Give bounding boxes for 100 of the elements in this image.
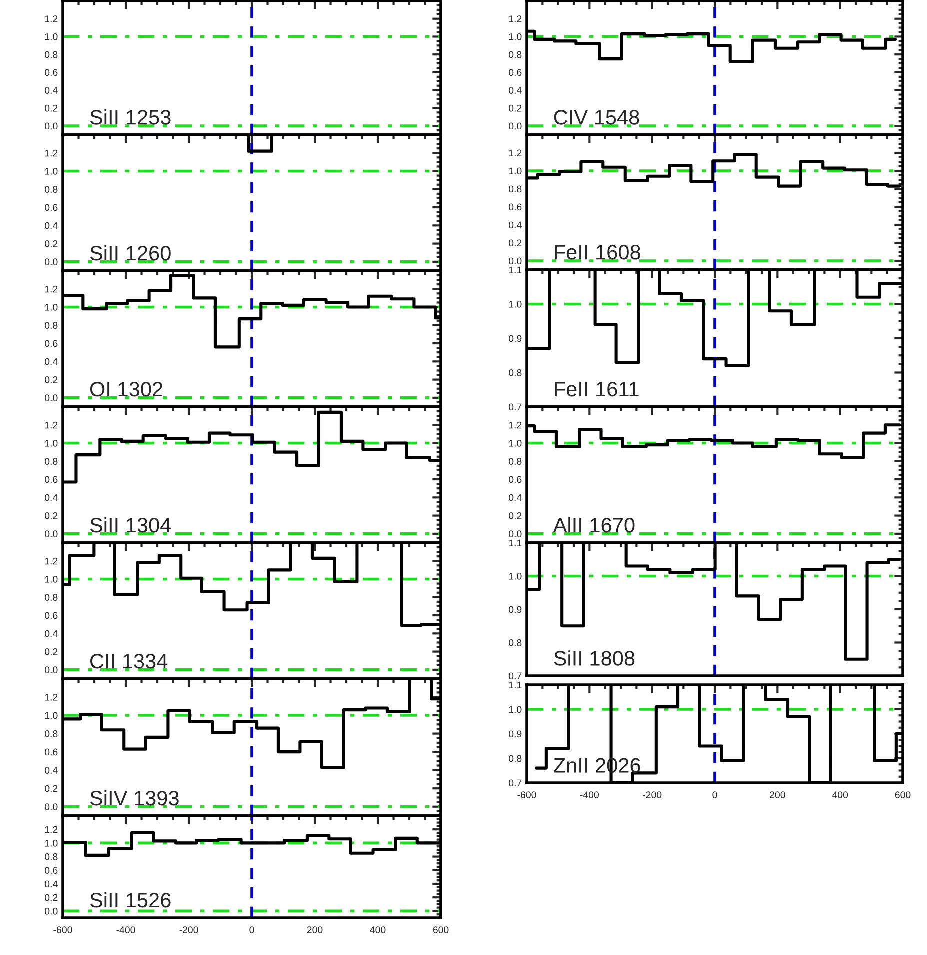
y-tick-label: 1.2	[45, 826, 58, 834]
y-tick-label: 1.0	[509, 440, 522, 447]
y-tick-label: 0.6	[509, 69, 522, 76]
y-tick-label: 0.8	[45, 458, 58, 466]
y-tick-label: 0.2	[509, 104, 522, 112]
y-tick-label: 0.6	[509, 204, 522, 211]
y-tick-label: 0.0	[45, 804, 58, 810]
y-tick-label: 0.2	[45, 104, 58, 112]
y-tick-label: 1.0	[45, 168, 58, 175]
y-tick-label: 0.6	[45, 69, 58, 76]
y-tick-label: 0.8	[45, 730, 58, 738]
y-tick-label: 1.2	[509, 150, 522, 157]
y-tick-label: 0.2	[509, 240, 522, 247]
y-tick-label: 0.0	[45, 666, 58, 674]
y-tick-label: 1.1	[509, 540, 522, 547]
annotation: SiII 1304	[90, 517, 172, 533]
y-tick-label: 0.0	[509, 122, 522, 130]
y-tick-label: 0.4	[45, 222, 58, 230]
y-tick-label: 1.0	[45, 712, 58, 720]
y-tick-label: 0.4	[45, 880, 58, 888]
y-tick-label: 0.9	[509, 335, 522, 342]
y-tick-label: 0.0	[45, 908, 58, 915]
y-tick-label: 0.7	[509, 672, 522, 680]
y-tick-label: 1.0	[509, 706, 522, 714]
annotation: AlII 1670	[553, 517, 635, 533]
y-tick-label: 0.0	[45, 122, 58, 130]
y-tick-label: 0.6	[45, 867, 58, 874]
y-tick-label: 0.0	[509, 258, 522, 265]
annotation: SiIV 1393	[90, 790, 179, 806]
x-tick-label: 600	[433, 926, 449, 934]
x-tick-label: 400	[832, 792, 848, 798]
y-tick-label: 1.2	[509, 422, 522, 429]
y-tick-label: 0.2	[45, 376, 58, 384]
x-tick-label: 200	[307, 926, 323, 934]
x-tick-label: 400	[370, 926, 386, 934]
y-tick-label: 0.7	[509, 404, 522, 411]
y-tick-label: 0.2	[45, 894, 58, 902]
y-tick-label: 0.4	[509, 494, 522, 502]
y-tick-label: 0.8	[45, 322, 58, 330]
x-tick-label: 600	[895, 792, 911, 798]
x-tick-label: 0	[250, 926, 254, 934]
y-tick-label: 1.0	[509, 300, 522, 308]
y-tick-label: 1.2	[45, 150, 58, 157]
x-tick-label: -200	[180, 926, 198, 934]
annotation: FeII 1608	[555, 245, 640, 260]
annotation: CII 1334	[90, 654, 168, 669]
y-tick-label: 1.0	[509, 572, 522, 580]
annotation: SiII 1526	[90, 892, 171, 908]
y-tick-label: 0.6	[45, 204, 58, 212]
y-tick-label: 0.2	[509, 512, 522, 520]
x-tick-label: -600	[54, 926, 72, 934]
y-tick-label: 1.2	[45, 694, 58, 701]
y-tick-label: 0.2	[45, 785, 58, 792]
y-tick-label: 1.0	[45, 33, 58, 40]
annotation: SiII 1260	[90, 245, 171, 261]
y-tick-label: 1.2	[45, 286, 58, 293]
y-tick-label: 0.9	[509, 730, 522, 738]
y-tick-label: 0.4	[509, 222, 522, 229]
y-tick-label: 0.2	[45, 512, 58, 520]
x-tick-label: -400	[116, 926, 136, 934]
y-tick-label: 0.6	[509, 476, 522, 484]
y-tick-label: 1.2	[509, 16, 522, 22]
y-tick-label: 0.8	[45, 51, 58, 58]
y-tick-label: 1.0	[45, 440, 58, 447]
y-tick-label: 0.0	[509, 530, 522, 538]
y-tick-label: 1.0	[509, 168, 522, 175]
y-tick-label: 0.2	[45, 240, 58, 248]
y-tick-label: 1.0	[45, 840, 58, 847]
y-tick-label: 0.6	[45, 748, 58, 756]
y-tick-label: 0.8	[509, 369, 522, 376]
y-tick-label: 0.6	[45, 476, 58, 484]
x-tick-label: -200	[643, 792, 662, 798]
annotation: OI 1302	[90, 382, 163, 397]
y-tick-label: 0.7	[509, 780, 522, 787]
y-tick-label: 0.4	[45, 630, 58, 638]
y-tick-label: 0.8	[509, 639, 522, 646]
annotation: CIV 1548	[554, 110, 640, 125]
y-tick-label: 0.8	[45, 594, 58, 602]
y-tick-label: 0.8	[45, 854, 58, 860]
y-tick-label: 0.4	[45, 358, 58, 366]
y-tick-label: 0.6	[45, 340, 58, 348]
y-tick-label: 0.0	[45, 530, 58, 538]
x-tick-label: -400	[580, 792, 600, 798]
y-tick-label: 1.2	[45, 558, 58, 565]
y-tick-label: 0.6	[45, 612, 58, 620]
y-tick-label: 1.0	[509, 33, 522, 40]
y-tick-label: 1.1	[509, 682, 522, 689]
y-tick-label: 1.1	[509, 266, 522, 274]
y-tick-label: 0.8	[509, 755, 522, 762]
annotation: SiII 1253	[90, 110, 171, 125]
y-tick-label: 0.0	[45, 394, 58, 402]
y-tick-label: 0.4	[509, 87, 522, 94]
y-tick-label: 1.2	[45, 422, 58, 429]
y-tick-label: 1.0	[45, 576, 58, 583]
y-tick-label: 0.4	[45, 494, 58, 502]
x-tick-label: -600	[518, 792, 536, 798]
y-tick-label: 0.8	[45, 186, 58, 194]
y-tick-label: 0.0	[45, 258, 58, 266]
y-tick-label: 1.2	[45, 16, 58, 22]
annotation: SiII 1808	[554, 650, 635, 666]
